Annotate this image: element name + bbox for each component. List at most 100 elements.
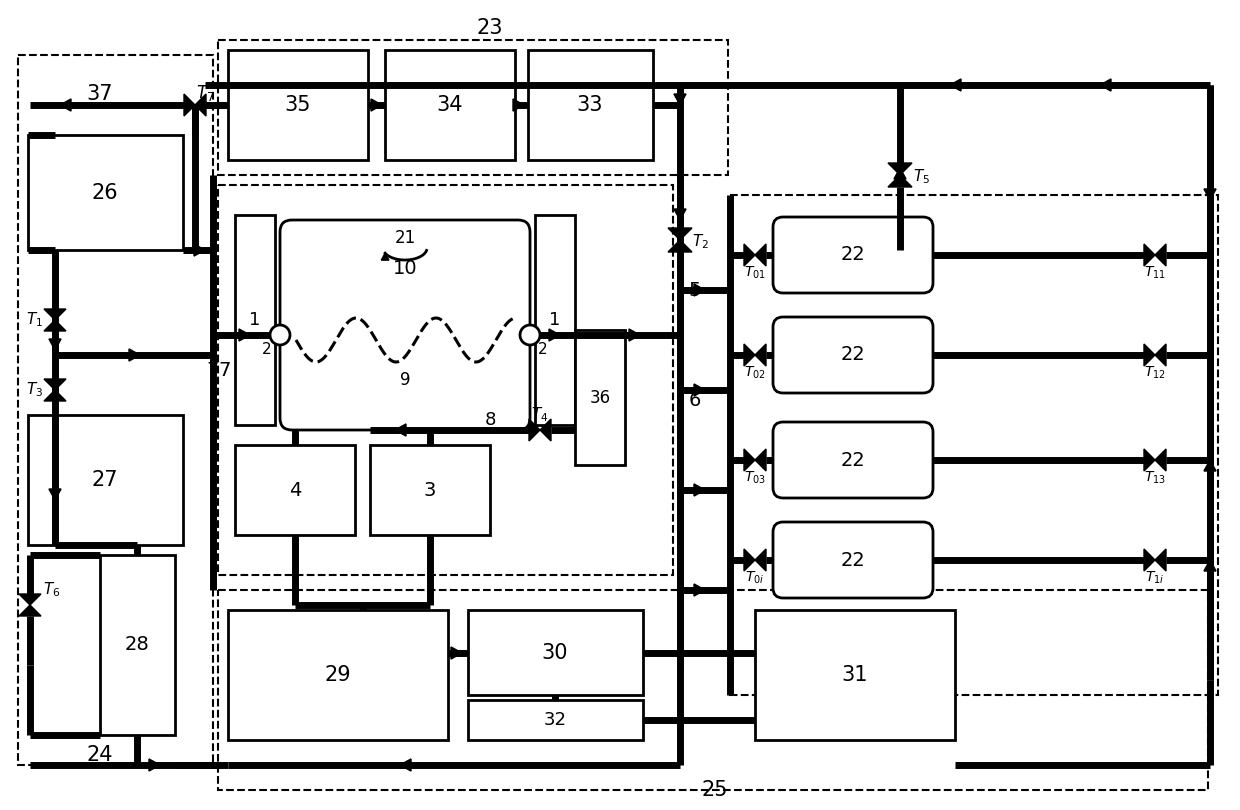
Text: 6: 6 [688, 390, 701, 410]
Polygon shape [1204, 460, 1216, 471]
Text: 22: 22 [841, 551, 866, 569]
Polygon shape [396, 424, 405, 436]
Polygon shape [1154, 449, 1166, 471]
Text: $T_4$: $T_4$ [531, 406, 549, 424]
Circle shape [520, 325, 539, 345]
Bar [228, 50, 368, 160]
Bar [218, 590, 1208, 790]
Polygon shape [43, 390, 66, 401]
Text: 34: 34 [436, 95, 464, 115]
Text: 37: 37 [87, 84, 113, 104]
Text: 30: 30 [542, 643, 568, 663]
Polygon shape [1145, 549, 1154, 571]
Bar [236, 215, 275, 425]
Text: $T_1$: $T_1$ [26, 311, 43, 330]
Bar [528, 50, 653, 160]
Text: 7: 7 [218, 360, 231, 380]
Text: $T_{02}$: $T_{02}$ [744, 364, 766, 382]
FancyBboxPatch shape [280, 220, 529, 430]
Polygon shape [694, 584, 706, 596]
Text: $T_{1i}$: $T_{1i}$ [1146, 569, 1164, 586]
Bar [228, 610, 448, 740]
Polygon shape [950, 79, 961, 91]
Polygon shape [239, 329, 250, 341]
Polygon shape [746, 350, 755, 360]
Polygon shape [43, 309, 66, 320]
Polygon shape [1204, 189, 1216, 200]
Text: $T_5$: $T_5$ [914, 168, 930, 186]
Text: 10: 10 [393, 258, 418, 278]
Text: 22: 22 [841, 346, 866, 364]
FancyBboxPatch shape [773, 422, 932, 498]
Polygon shape [744, 449, 755, 471]
Polygon shape [1145, 344, 1154, 366]
Polygon shape [43, 320, 66, 331]
Text: 31: 31 [842, 665, 868, 685]
Text: $T_7$: $T_7$ [196, 83, 215, 103]
Text: 21: 21 [394, 229, 415, 247]
Text: 25: 25 [702, 780, 728, 800]
Polygon shape [744, 344, 755, 366]
Text: $T_{12}$: $T_{12}$ [1145, 364, 1166, 382]
Polygon shape [149, 759, 160, 771]
Bar [467, 700, 644, 740]
Text: 23: 23 [476, 18, 503, 38]
Polygon shape [529, 419, 539, 441]
Polygon shape [755, 449, 766, 471]
Text: $T_{0i}$: $T_{0i}$ [745, 569, 765, 586]
FancyBboxPatch shape [773, 317, 932, 393]
Bar [29, 135, 184, 250]
Polygon shape [888, 163, 911, 175]
Polygon shape [668, 240, 692, 252]
Text: 35: 35 [285, 95, 311, 115]
Text: 32: 32 [543, 711, 567, 729]
Text: 28: 28 [125, 636, 149, 654]
FancyBboxPatch shape [773, 522, 932, 598]
Bar [755, 610, 955, 740]
Bar [236, 445, 355, 535]
Polygon shape [675, 94, 686, 105]
Polygon shape [539, 419, 551, 441]
Text: 26: 26 [92, 183, 118, 203]
Polygon shape [694, 284, 706, 296]
Text: 24: 24 [87, 745, 113, 765]
Polygon shape [755, 549, 766, 571]
Circle shape [270, 325, 290, 345]
Polygon shape [1154, 244, 1166, 266]
Polygon shape [371, 99, 382, 111]
Polygon shape [894, 168, 906, 179]
Text: 2: 2 [262, 343, 272, 357]
Text: 22: 22 [841, 245, 866, 265]
Polygon shape [19, 594, 41, 605]
Polygon shape [888, 175, 911, 187]
Bar [575, 330, 625, 465]
Polygon shape [755, 344, 766, 366]
Polygon shape [193, 244, 205, 256]
Text: $T_6$: $T_6$ [43, 581, 61, 599]
Polygon shape [746, 555, 755, 565]
Polygon shape [129, 349, 140, 361]
Text: 22: 22 [841, 450, 866, 470]
Bar [218, 40, 728, 175]
Polygon shape [48, 339, 61, 350]
Text: 5: 5 [688, 280, 702, 300]
Bar [100, 555, 175, 735]
Polygon shape [629, 329, 640, 341]
Polygon shape [549, 329, 560, 341]
Bar [534, 215, 575, 425]
Polygon shape [48, 489, 61, 500]
Polygon shape [744, 549, 755, 571]
Bar [19, 55, 213, 765]
Text: $T_{13}$: $T_{13}$ [1145, 470, 1166, 486]
Polygon shape [1100, 79, 1111, 91]
Polygon shape [1145, 449, 1154, 471]
Text: $T_{03}$: $T_{03}$ [744, 470, 766, 486]
Bar [218, 185, 673, 575]
Text: 7: 7 [207, 360, 219, 380]
Polygon shape [1154, 344, 1166, 366]
Polygon shape [1204, 560, 1216, 571]
Polygon shape [381, 254, 389, 260]
Polygon shape [746, 455, 755, 465]
Text: $T_3$: $T_3$ [26, 381, 43, 399]
Text: 2: 2 [538, 343, 548, 357]
